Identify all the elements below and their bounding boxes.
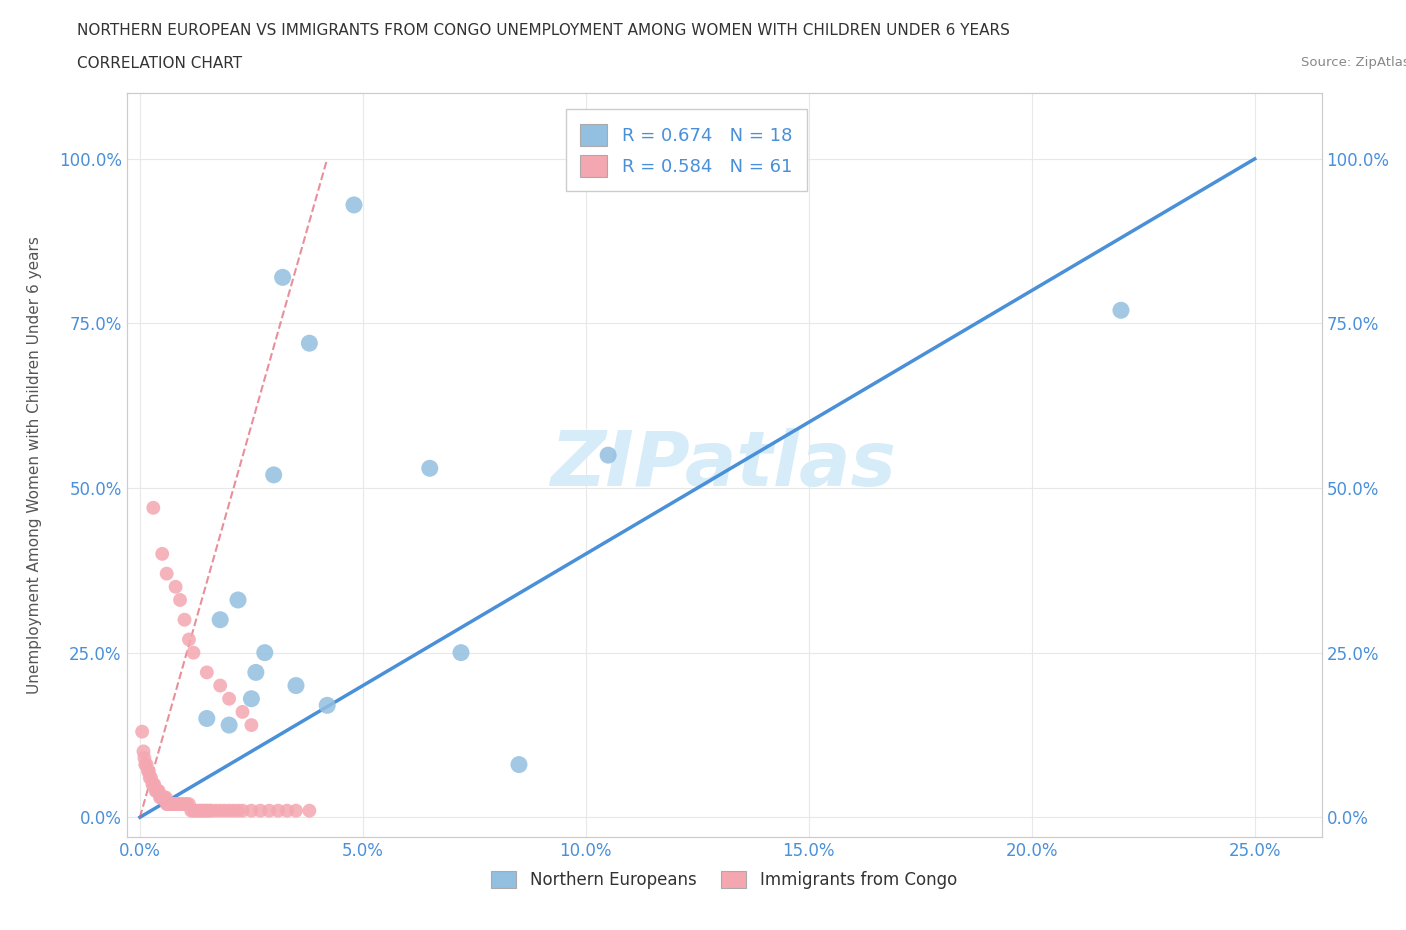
Point (198, 804, 221, 818)
Point (132, 744, 155, 759)
Point (245, 665, 267, 680)
Point (183, 645, 205, 660)
Point (267, 804, 290, 818)
Point (131, 724, 153, 739)
Point (150, 547, 173, 562)
Point (200, 804, 222, 818)
Point (142, 777, 165, 791)
Point (146, 783, 169, 798)
Point (160, 797, 183, 812)
Point (177, 632, 200, 647)
Y-axis label: Unemployment Among Women with Children Under 6 years: Unemployment Among Women with Children U… (27, 236, 42, 694)
Point (508, 757, 530, 772)
Point (257, 804, 280, 818)
Point (177, 797, 200, 812)
Point (231, 804, 253, 818)
Point (139, 770, 162, 785)
Point (276, 804, 298, 818)
Point (285, 804, 308, 818)
Point (195, 804, 218, 818)
Point (150, 790, 173, 805)
Point (166, 797, 188, 812)
Point (204, 804, 226, 818)
Point (141, 777, 163, 791)
Point (155, 790, 177, 805)
Point (180, 804, 202, 818)
Point (162, 797, 184, 812)
Point (156, 566, 179, 581)
Point (156, 797, 179, 812)
Point (184, 804, 207, 818)
Point (159, 797, 181, 812)
Point (271, 270, 294, 285)
Legend: Northern Europeans, Immigrants from Congo: Northern Europeans, Immigrants from Cong… (485, 864, 963, 896)
Point (240, 718, 263, 733)
Point (173, 797, 195, 812)
Point (231, 704, 253, 719)
Point (145, 783, 167, 798)
Point (450, 645, 472, 660)
Point (173, 612, 195, 627)
Point (136, 764, 159, 778)
Point (298, 336, 321, 351)
Point (150, 790, 173, 805)
Point (138, 764, 160, 778)
Point (149, 790, 172, 805)
Point (143, 777, 166, 791)
Point (138, 770, 160, 785)
Point (263, 468, 285, 483)
Point (285, 678, 308, 693)
Point (172, 797, 194, 812)
Point (598, 447, 620, 462)
Point (134, 751, 156, 765)
Point (218, 691, 240, 706)
Point (253, 645, 276, 660)
Point (156, 797, 179, 812)
Point (163, 797, 186, 812)
Point (218, 804, 240, 818)
Point (176, 797, 198, 812)
Point (218, 718, 240, 733)
Point (165, 797, 187, 812)
Point (1109, 303, 1132, 318)
Point (226, 804, 249, 818)
Point (222, 804, 245, 818)
Text: CORRELATION CHART: CORRELATION CHART (77, 56, 242, 71)
Point (209, 612, 232, 627)
Point (194, 804, 217, 818)
Point (195, 711, 218, 726)
Point (195, 665, 218, 680)
Point (169, 797, 191, 812)
Point (142, 500, 165, 515)
Point (240, 804, 263, 818)
Point (160, 797, 183, 812)
Point (183, 804, 205, 818)
Point (419, 461, 441, 476)
Point (157, 797, 180, 812)
Point (240, 691, 263, 706)
Point (187, 804, 209, 818)
Point (316, 698, 339, 712)
Point (146, 783, 169, 798)
Point (209, 804, 232, 818)
Point (135, 757, 157, 772)
Point (298, 804, 321, 818)
Point (226, 592, 249, 607)
Point (153, 790, 176, 805)
Point (214, 804, 236, 818)
Point (169, 592, 191, 607)
Point (148, 783, 170, 798)
Text: Source: ZipAtlas.com: Source: ZipAtlas.com (1301, 56, 1406, 69)
Point (191, 804, 214, 818)
Text: ZIPatlas: ZIPatlas (551, 428, 897, 502)
Point (188, 804, 211, 818)
Point (249, 804, 271, 818)
Text: NORTHERN EUROPEAN VS IMMIGRANTS FROM CONGO UNEMPLOYMENT AMONG WOMEN WITH CHILDRE: NORTHERN EUROPEAN VS IMMIGRANTS FROM CON… (77, 23, 1010, 38)
Point (152, 790, 174, 805)
Point (165, 579, 187, 594)
Point (343, 197, 366, 212)
Point (209, 678, 232, 693)
Point (134, 757, 156, 772)
